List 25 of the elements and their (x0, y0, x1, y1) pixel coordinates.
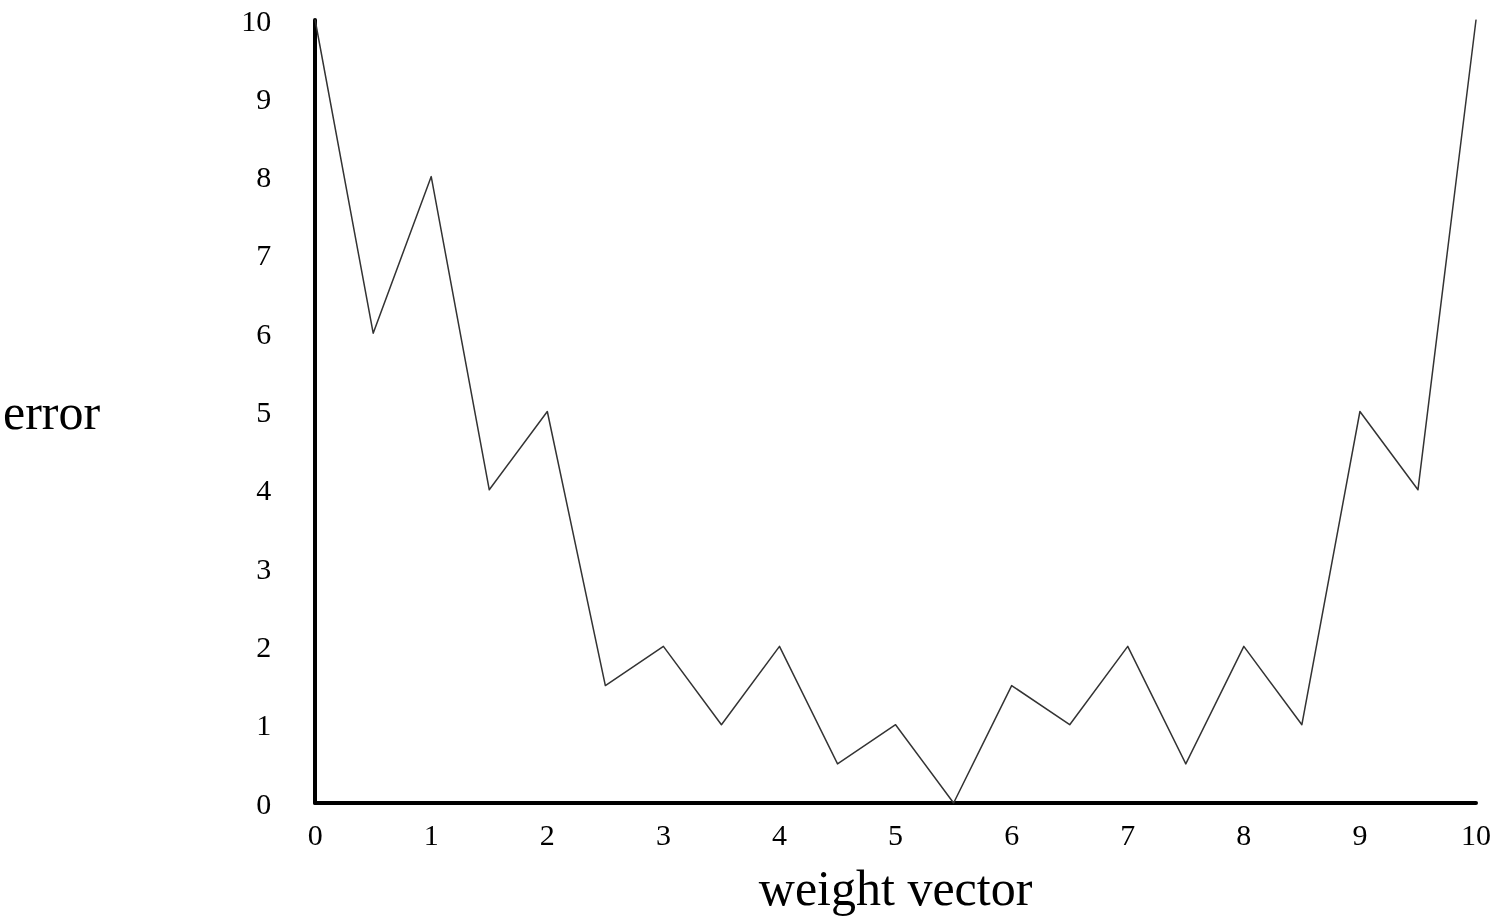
x-tick-label: 0 (307, 817, 323, 851)
y-tick-label: 5 (256, 395, 272, 428)
y-tick-label: 6 (256, 316, 272, 350)
x-tick-label: 10 (1461, 817, 1491, 851)
y-tick-label: 7 (256, 238, 272, 272)
y-tick-label: 8 (256, 160, 272, 194)
y-tick-label: 9 (256, 81, 272, 115)
y-tick-label: 2 (256, 629, 272, 663)
y-tick-label: 3 (256, 551, 272, 585)
y-tick-label: 4 (256, 473, 272, 507)
x-tick-label: 1 (423, 817, 439, 851)
y-tick-label: 10 (241, 3, 272, 37)
line-series (314, 19, 1477, 804)
x-axis-title: weight vector (758, 860, 1033, 916)
x-tick-label: 6 (1004, 817, 1020, 851)
y-axis-title: error (2, 383, 101, 440)
y-tick-label: 1 (256, 708, 272, 742)
x-tick-label: 2 (539, 817, 555, 851)
x-tick-label: 5 (888, 817, 904, 851)
x-tick-label: 8 (1236, 817, 1252, 851)
y-tick-label: 0 (256, 786, 272, 820)
x-tick-label: 9 (1352, 817, 1368, 851)
x-tick-label: 4 (771, 817, 787, 851)
x-tick-label: 3 (655, 817, 671, 851)
x-tick-label: 7 (1120, 817, 1136, 851)
